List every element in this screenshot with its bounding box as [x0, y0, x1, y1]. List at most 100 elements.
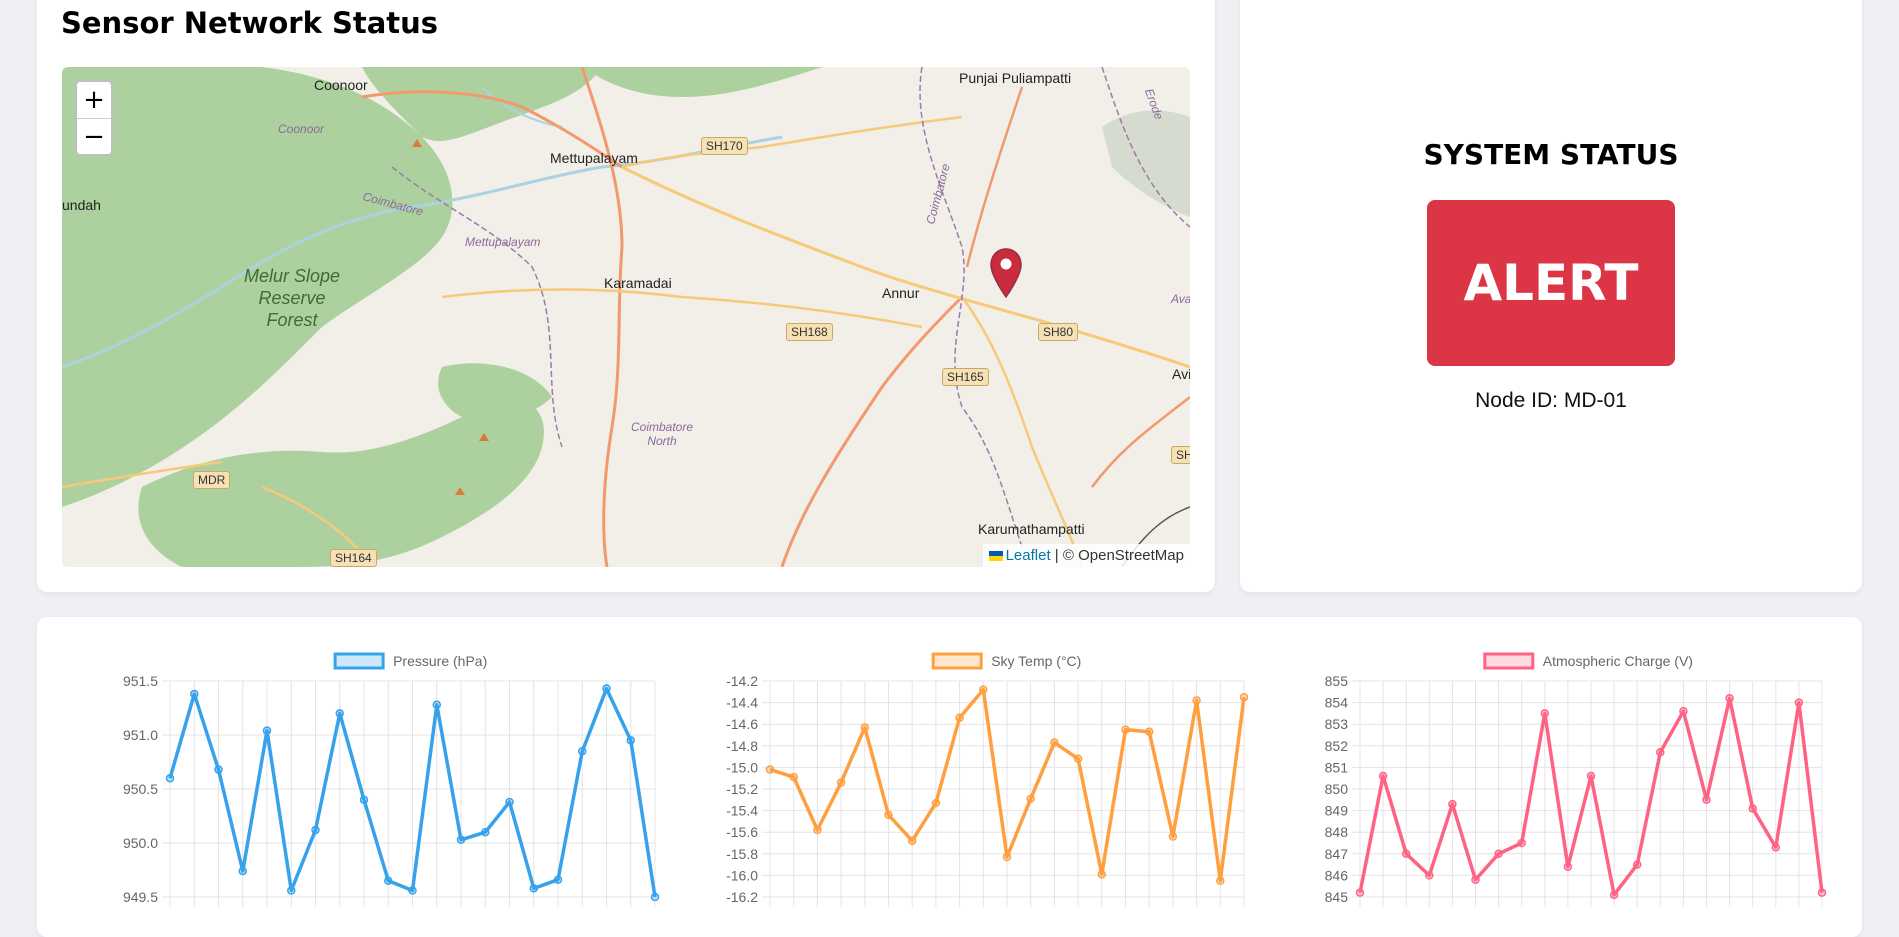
sky-temp-data-point[interactable]: [789, 772, 798, 782]
map-tiles[interactable]: [62, 67, 1190, 567]
atmospheric-charge-data-point[interactable]: [1725, 694, 1734, 703]
atmospheric-charge-y-tick-label: 853: [1325, 716, 1349, 732]
sky-temp-data-point[interactable]: [1073, 754, 1083, 764]
atmospheric-charge-data-point[interactable]: [1563, 862, 1573, 872]
sky-temp-data-point[interactable]: [931, 798, 941, 808]
pressure-data-point[interactable]: [165, 773, 175, 783]
atmospheric-charge-data-point[interactable]: [1494, 849, 1503, 859]
sky-temp-data-point[interactable]: [1239, 692, 1249, 702]
atmospheric-charge-data-point[interactable]: [1471, 875, 1480, 884]
map-label-melur-forest: Melur Slope Reserve Forest: [243, 266, 341, 330]
atmospheric-charge-data-point[interactable]: [1794, 698, 1804, 707]
map-label-punjai-puliampatti: Punjai Puliampatti: [959, 70, 1072, 86]
sky-temp-data-point[interactable]: [1050, 738, 1059, 747]
pressure-data-point[interactable]: [359, 795, 369, 805]
pressure-data-point[interactable]: [626, 736, 635, 745]
sky-temp-data-point[interactable]: [1192, 696, 1201, 705]
pressure-data-point[interactable]: [432, 700, 441, 710]
atmospheric-charge-y-tick-label: 845: [1325, 889, 1349, 905]
atmospheric-charge-data-point[interactable]: [1378, 771, 1388, 781]
atmospheric-charge-data-point[interactable]: [1609, 890, 1619, 900]
pressure-data-point[interactable]: [335, 709, 344, 718]
pressure-data-point[interactable]: [214, 765, 223, 774]
atmospheric-charge-data-point[interactable]: [1817, 888, 1827, 897]
sky-temp-y-tick-label: -16.0: [726, 867, 758, 883]
map-label-ava: Ava: [1171, 292, 1190, 306]
atmospheric-charge-data-point[interactable]: [1679, 706, 1688, 716]
pressure-data-point[interactable]: [384, 876, 393, 886]
ukraine-flag-icon: [988, 551, 1003, 562]
atmospheric-charge-data-point[interactable]: [1517, 838, 1526, 848]
atmospheric-charge-data-point[interactable]: [1540, 709, 1550, 718]
sky-temp-data-point[interactable]: [979, 685, 988, 694]
pressure-y-tick-label: 951.0: [123, 727, 158, 743]
atmospheric-charge-data-point[interactable]: [1748, 804, 1757, 813]
pressure-data-point[interactable]: [311, 825, 320, 835]
atmospheric-charge-y-tick-label: 851: [1325, 759, 1349, 775]
atmospheric-charge-y-tick-label: 847: [1325, 846, 1349, 862]
atmospheric-charge-data-point[interactable]: [1632, 860, 1642, 869]
pressure-y-tick-label: 950.0: [123, 835, 158, 851]
pressure-data-point[interactable]: [650, 892, 660, 902]
zoom-in-button[interactable]: +: [77, 82, 111, 119]
sky-temp-data-point[interactable]: [1121, 725, 1130, 734]
sky-temp-y-tick-label: -14.6: [726, 716, 758, 732]
sky-temp-y-tick-label: -14.8: [726, 738, 758, 754]
openstreetmap-credit: OpenStreetMap: [1078, 547, 1184, 564]
atmospheric-charge-legend-label: Atmospheric Charge (V): [1543, 653, 1693, 669]
pressure-data-point[interactable]: [190, 689, 199, 699]
atmospheric-charge-y-tick-label: 854: [1325, 695, 1349, 711]
atmospheric-charge-data-point[interactable]: [1586, 771, 1596, 781]
sky-temp-data-point[interactable]: [765, 765, 775, 774]
sky-temp-data-point[interactable]: [836, 778, 846, 787]
atmospheric-charge-data-point[interactable]: [1771, 843, 1781, 852]
sky-temp-data-point[interactable]: [1026, 794, 1035, 803]
map-label-annur: Annur: [882, 285, 920, 301]
sky-temp-data-point[interactable]: [860, 723, 870, 732]
atmospheric-charge-data-point[interactable]: [1656, 748, 1665, 757]
atmospheric-charge-data-point[interactable]: [1401, 849, 1411, 859]
pressure-data-point[interactable]: [553, 875, 563, 884]
zoom-control: + −: [75, 80, 113, 156]
map-label-coimbatore-north: Coimbatore North: [630, 420, 694, 448]
atmospheric-charge-data-point[interactable]: [1355, 888, 1365, 897]
atmospheric-charge-data-point[interactable]: [1702, 795, 1711, 805]
pressure-data-point[interactable]: [456, 835, 466, 845]
sky-temp-y-tick-label: -14.4: [726, 695, 758, 711]
system-status-title: SYSTEM STATUS: [1423, 138, 1679, 171]
pressure-data-point[interactable]: [529, 884, 538, 893]
map-card: Sensor Network Status: [37, 0, 1215, 592]
road-shield-sh170: SH170: [701, 137, 748, 155]
pressure-data-point[interactable]: [481, 827, 490, 837]
sky-temp-data-point[interactable]: [1216, 876, 1225, 886]
pressure-data-point[interactable]: [408, 886, 417, 895]
map-label-karumathampatti: Karumathampatti: [978, 521, 1085, 537]
pressure-data-point[interactable]: [238, 866, 247, 876]
atmospheric-charge-y-tick-label: 846: [1325, 867, 1349, 883]
sky-temp-data-point[interactable]: [1144, 727, 1154, 737]
pressure-data-point[interactable]: [578, 746, 587, 756]
pressure-data-point[interactable]: [505, 797, 514, 807]
leaflet-link[interactable]: Leaflet: [1005, 547, 1051, 564]
map-marker-icon[interactable]: [989, 248, 1023, 298]
pressure-data-point[interactable]: [287, 886, 296, 895]
pressure-data-point[interactable]: [262, 726, 272, 735]
pressure-legend[interactable]: Pressure (hPa): [333, 652, 487, 670]
attribution-separator: | ©: [1050, 547, 1079, 564]
sensor-map[interactable]: Coonoor Coonoor Punjai Puliampatti Mettu…: [62, 67, 1190, 567]
atmospheric-charge-legend[interactable]: Atmospheric Charge (V): [1483, 652, 1693, 670]
sky-temp-data-point[interactable]: [1002, 852, 1012, 862]
atmospheric-charge-data-point[interactable]: [1448, 799, 1457, 809]
map-label-mettupalayam-district: Mettupalayam: [465, 235, 541, 249]
sky-temp-data-point[interactable]: [955, 713, 964, 722]
pressure-data-point[interactable]: [602, 684, 611, 693]
sky-temp-data-point[interactable]: [884, 810, 893, 820]
sky-temp-data-point[interactable]: [813, 825, 822, 835]
map-label-undah: undah: [62, 197, 101, 213]
sky-temp-data-point[interactable]: [1097, 870, 1107, 879]
zoom-out-button[interactable]: −: [83, 122, 105, 152]
sky-temp-data-point[interactable]: [1168, 832, 1178, 841]
sky-temp-data-point[interactable]: [907, 836, 917, 846]
sky-temp-legend[interactable]: Sky Temp (°C): [931, 652, 1081, 670]
atmospheric-charge-data-point[interactable]: [1425, 871, 1434, 880]
